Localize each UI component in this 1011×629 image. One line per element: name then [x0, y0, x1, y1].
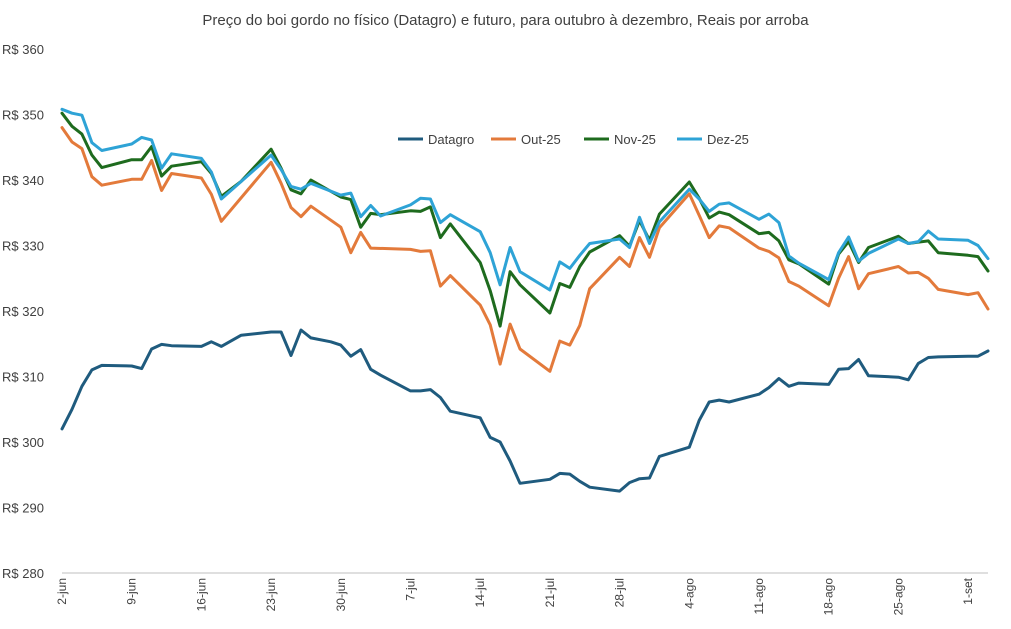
- y-axis-tick-labels: R$ 280 R$ 290 R$ 300 R$ 310 R$ 320 R$ 330 R$ 3…: [2, 42, 44, 581]
- x-tick-label: 1-set: [961, 577, 975, 604]
- x-tick-label: 4-ago: [682, 578, 696, 609]
- y-tick-label: R$ 310: [2, 370, 44, 385]
- y-tick-label: R$ 350: [2, 108, 44, 123]
- series-line-out-25: [60, 126, 990, 373]
- x-tick-label: 28-jul: [613, 578, 627, 607]
- x-tick-label: 11-ago: [752, 578, 766, 615]
- x-tick-label: 30-jun: [334, 578, 348, 611]
- x-tick-label: 18-ago: [822, 578, 836, 616]
- x-tick-label: 7-jul: [403, 578, 417, 601]
- x-tick-label: 14-jul: [473, 578, 487, 607]
- legend-label-out-25: Out-25: [521, 132, 561, 147]
- legend-label-nov-25: Nov-25: [614, 132, 656, 147]
- chart-title: Preço do boi gordo no físico (Datagro) e…: [202, 12, 809, 29]
- series-line-datagro: [60, 328, 990, 493]
- x-axis-tick-labels: 2-jun 9-jun 16-jun 23-jun 30-jun 7-jul 14-jul 2…: [55, 577, 975, 615]
- x-tick-label: 25-ago: [891, 578, 905, 616]
- y-tick-label: R$ 280: [2, 566, 44, 581]
- x-tick-label: 21-jul: [543, 578, 557, 607]
- series-lines: [60, 107, 990, 493]
- y-tick-label: R$ 330: [2, 239, 44, 254]
- y-tick-label: R$ 300: [2, 435, 44, 450]
- y-tick-label: R$ 360: [2, 42, 44, 57]
- x-tick-label: 16-jun: [194, 578, 208, 611]
- x-tick-label: 9-jun: [125, 578, 139, 605]
- legend-label-datagro: Datagro: [428, 132, 474, 147]
- x-tick-label: 23-jun: [264, 578, 278, 611]
- y-tick-label: R$ 290: [2, 501, 44, 516]
- x-tick-label: 2-jun: [55, 578, 69, 605]
- y-tick-label: R$ 320: [2, 304, 44, 319]
- series-line-dez-25: [60, 107, 990, 292]
- legend-label-dez-25: Dez-25: [707, 132, 749, 147]
- legend: Datagro Out-25 Nov-25 Dez-25: [398, 132, 749, 147]
- y-tick-label: R$ 340: [2, 173, 44, 188]
